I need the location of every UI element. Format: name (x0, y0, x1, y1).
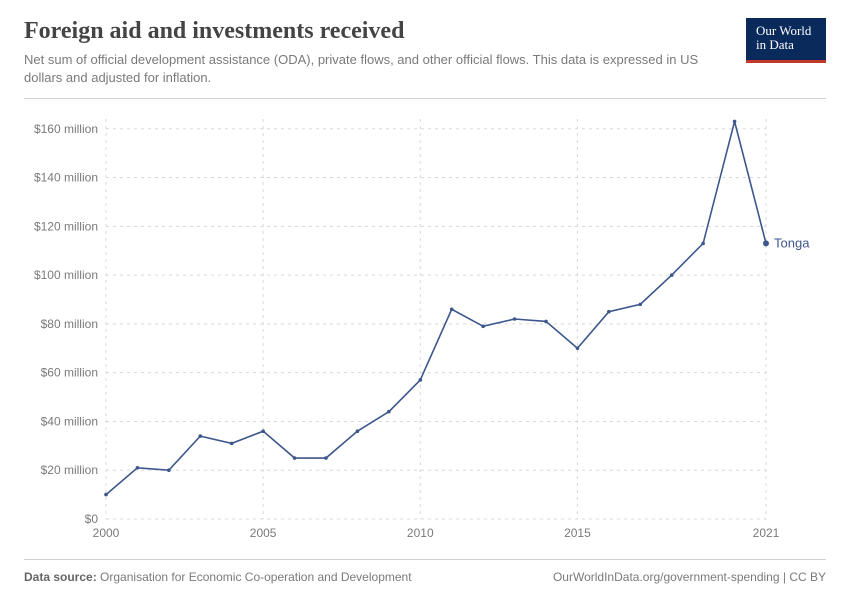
data-point[interactable] (136, 466, 140, 470)
y-axis-label: $0 (85, 512, 99, 526)
data-point[interactable] (638, 303, 642, 307)
data-source-label: Data source: (24, 570, 97, 584)
x-axis-label: 2015 (564, 526, 591, 540)
logo-line-1: Our World (756, 24, 816, 38)
y-axis-label: $120 million (34, 219, 98, 233)
data-point[interactable] (167, 469, 171, 473)
y-axis-label: $100 million (34, 268, 98, 282)
line-chart-svg: $0 $20 million $40 million $60 million $80 m… (24, 107, 826, 547)
data-point[interactable] (670, 273, 674, 277)
data-point[interactable] (701, 242, 705, 246)
data-point[interactable] (418, 378, 422, 382)
data-point[interactable] (261, 429, 265, 433)
data-point[interactable] (104, 493, 108, 497)
data-point[interactable] (450, 308, 454, 312)
chart-subtitle: Net sum of official development assistan… (24, 51, 726, 86)
data-point[interactable] (230, 442, 234, 446)
data-point[interactable] (387, 410, 391, 414)
chart-footer: Data source: Organisation for Economic C… (24, 559, 826, 584)
y-axis-label: $60 million (41, 366, 98, 380)
data-point[interactable] (356, 429, 360, 433)
logo-line-2: in Data (756, 38, 816, 52)
data-source: Data source: Organisation for Economic C… (24, 570, 412, 584)
data-point[interactable] (607, 310, 611, 314)
y-axis-label: $140 million (34, 171, 98, 185)
data-point[interactable] (324, 456, 328, 460)
y-axis-label: $80 million (41, 317, 98, 331)
data-point[interactable] (733, 120, 737, 124)
x-axis-label: 2005 (250, 526, 277, 540)
data-point[interactable] (544, 320, 548, 324)
series-label-tonga[interactable]: Tonga (774, 235, 810, 250)
data-source-text: Organisation for Economic Co-operation a… (100, 570, 412, 584)
data-point[interactable] (481, 325, 485, 329)
series-end-marker[interactable] (763, 240, 769, 246)
chart-title: Foreign aid and investments received (24, 18, 726, 45)
data-point[interactable] (576, 347, 580, 351)
y-axis-label: $20 million (41, 463, 98, 477)
data-point[interactable] (513, 317, 517, 321)
attribution: OurWorldInData.org/government-spending |… (553, 570, 826, 584)
data-point[interactable] (198, 434, 202, 438)
chart-header: Foreign aid and investments received Net… (24, 18, 826, 99)
chart-plot-area: $0 $20 million $40 million $60 million $80 m… (24, 107, 826, 553)
x-axis-label: 2010 (407, 526, 434, 540)
owid-logo[interactable]: Our World in Data (746, 18, 826, 63)
x-axis-label: 2021 (753, 526, 780, 540)
y-axis-label: $160 million (34, 122, 98, 136)
data-point[interactable] (293, 456, 297, 460)
x-axis-label: 2000 (93, 526, 120, 540)
y-axis-label: $40 million (41, 415, 98, 429)
